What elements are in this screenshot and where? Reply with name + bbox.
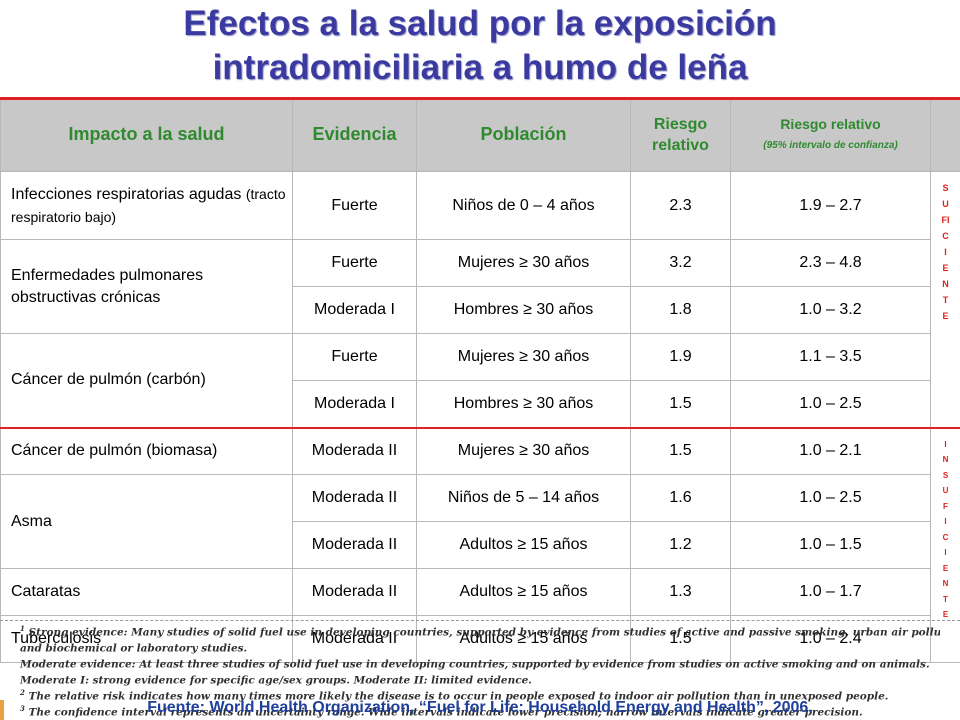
footnote-text: Moderate I: strong evidence for specific…: [20, 674, 532, 687]
cell-confidence-interval: 1.0 – 2.1: [730, 426, 931, 475]
footnotes-divider: [0, 620, 960, 621]
footnote-text: Moderate evidence: At least three studie…: [20, 658, 930, 671]
cell-confidence-interval: 1.0 – 2.5: [730, 380, 931, 428]
cell-relative-risk: 1.2: [630, 521, 731, 569]
cell-confidence-interval: 1.0 – 1.7: [730, 568, 931, 616]
footnote-marker: 2: [20, 688, 25, 697]
cell-impact: Cáncer de pulmón (biomasa): [0, 426, 293, 475]
footnote-marker: 1: [20, 624, 25, 633]
header-population: Población: [416, 97, 631, 172]
cell-relative-risk: 1.6: [630, 474, 731, 522]
cell-evidence: Moderada I: [292, 380, 417, 428]
footnote-line: and biochemical or laboratory studies.: [20, 639, 940, 655]
cell-evidence: Fuerte: [292, 171, 417, 240]
page-title: Efectos a la salud por la exposición int…: [0, 2, 960, 90]
side-label-sufficient-text: SUFICIENTE: [941, 183, 950, 321]
cell-relative-risk: 3.2: [630, 239, 731, 287]
footnote-text: Strong evidence: Many studies of solid f…: [28, 626, 940, 639]
cell-population: Mujeres ≥ 30 años: [416, 426, 631, 475]
side-label-insufficient-text: INSUFICIENTE: [942, 439, 949, 620]
cell-population: Hombres ≥ 30 años: [416, 380, 631, 428]
impact-text: Infecciones respiratorias agudas: [11, 185, 242, 203]
cell-evidence: Fuerte: [292, 239, 417, 287]
cell-confidence-interval: 1.0 – 2.4: [730, 615, 931, 663]
footnote-marker: 3: [20, 704, 25, 713]
cell-impact: Enfermedades pulmonares obstructivas cró…: [0, 239, 293, 334]
table-header-row: Impacto a la salud Evidencia Población R…: [0, 97, 960, 172]
cell-population: Adultos ≥ 15 años: [416, 568, 631, 616]
cell-population: Mujeres ≥ 30 años: [416, 333, 631, 381]
cell-impact: Cáncer de pulmón (carbón): [0, 333, 293, 428]
cell-impact: Asma: [0, 474, 293, 569]
cell-population: Mujeres ≥ 30 años: [416, 239, 631, 287]
cell-relative-risk: 1.5: [630, 615, 731, 663]
cell-relative-risk: 1.8: [630, 286, 731, 334]
table-row: Moderada I Hombres ≥ 30 años 1.8 1.0 – 3…: [1, 286, 960, 334]
footnote-text: The relative risk indicates how many tim…: [28, 690, 889, 703]
cell-population: Niños de 0 – 4 años: [416, 171, 631, 240]
impact-note: (tracto respiratorio bajo): [11, 185, 286, 225]
source-citation: Fuente: World Health Organization, “Fuel…: [147, 699, 813, 716]
table-row: Infecciones respiratorias agudas (tracto…: [0, 171, 960, 428]
health-effects-table: Impacto a la salud Evidencia Población R…: [0, 97, 960, 663]
header-ci-label: Riesgo relativo: [780, 115, 881, 132]
cell-evidence: Moderada II: [292, 521, 417, 569]
table-row: Cataratas Moderada II Adultos ≥ 15 años …: [0, 568, 960, 616]
corner-accent-mark: [0, 700, 4, 720]
header-evidence: Evidencia: [292, 97, 417, 172]
cell-confidence-interval: 1.0 – 2.5: [730, 474, 931, 522]
cell-evidence: Moderada I: [292, 286, 417, 334]
header-impact: Impacto a la salud: [0, 97, 293, 172]
cell-evidence: Moderada II: [292, 426, 417, 475]
cell-confidence-interval: 2.3 – 4.8: [730, 239, 931, 287]
cell-impact: Infecciones respiratorias agudas (tracto…: [0, 171, 293, 240]
cell-relative-risk: 2.3: [630, 171, 731, 240]
cell-evidence: Fuerte: [292, 333, 417, 381]
cell-population: Hombres ≥ 30 años: [416, 286, 631, 334]
header-side-empty: [930, 97, 960, 172]
side-label-sufficient: SUFICIENTE: [930, 171, 960, 428]
cell-relative-risk: 1.5: [630, 380, 731, 428]
table-row: Cáncer de pulmón (carbón) Fuerte Mujeres…: [0, 333, 960, 428]
footnote-line: Moderate evidence: At least three studie…: [20, 655, 940, 671]
footnote-text: The confidence interval represents an un…: [28, 706, 863, 719]
header-confidence-interval: Riesgo relativo (95% intervalo de confia…: [730, 97, 931, 172]
title-line-2: intradomiciliaria a humo de leña: [212, 48, 748, 87]
table-top-red-rule: [0, 97, 960, 100]
cell-population: Adultos ≥ 15 años: [416, 615, 631, 663]
cell-relative-risk: 1.3: [630, 568, 731, 616]
header-ci-sublabel: (95% intervalo de confianza): [763, 139, 898, 151]
table-row: Cáncer de pulmón (biomasa) Moderada II M…: [0, 426, 960, 663]
footnote-line: 1 Strong evidence: Many studies of solid…: [20, 623, 940, 639]
cell-population: Niños de 5 – 14 años: [416, 474, 631, 522]
cell-confidence-interval: 1.0 – 1.5: [730, 521, 931, 569]
cell-relative-risk: 1.5: [630, 426, 731, 475]
cell-confidence-interval: 1.0 – 3.2: [730, 286, 931, 334]
cell-impact: Cataratas: [0, 568, 293, 616]
footnote-line: 2 The relative risk indicates how many t…: [20, 687, 940, 703]
cell-confidence-interval: 1.1 – 3.5: [730, 333, 931, 381]
title-line-1: Efectos a la salud por la exposición: [183, 4, 777, 43]
health-effects-table-container: Impacto a la salud Evidencia Población R…: [0, 97, 960, 663]
cell-relative-risk: 1.9: [630, 333, 731, 381]
table-row: Moderada II Adultos ≥ 15 años 1.2 1.0 – …: [1, 521, 960, 569]
footnote-line: Moderate I: strong evidence for specific…: [20, 671, 940, 687]
table-row: Asma Moderada II Niños de 5 – 14 años 1.…: [0, 474, 960, 569]
footnotes: 1 Strong evidence: Many studies of solid…: [0, 620, 960, 719]
footnote-line: 3 The confidence interval represents an …: [20, 703, 940, 719]
side-label-insufficient: INSUFICIENTE: [930, 426, 960, 663]
cell-population: Adultos ≥ 15 años: [416, 521, 631, 569]
cell-impact: Tuberculosis: [0, 615, 293, 663]
table-row: Tuberculosis Moderada II Adultos ≥ 15 añ…: [0, 615, 960, 663]
header-relative-risk: Riesgo relativo: [630, 97, 731, 172]
footnote-text: and biochemical or laboratory studies.: [20, 642, 248, 655]
cell-confidence-interval: 1.9 – 2.7: [730, 171, 931, 240]
table-row: Enfermedades pulmonares obstructivas cró…: [0, 239, 960, 334]
cell-evidence: Moderada II: [292, 615, 417, 663]
cell-evidence: Moderada II: [292, 474, 417, 522]
cell-evidence: Moderada II: [292, 568, 417, 616]
table-row: Moderada I Hombres ≥ 30 años 1.5 1.0 – 2…: [1, 380, 960, 428]
